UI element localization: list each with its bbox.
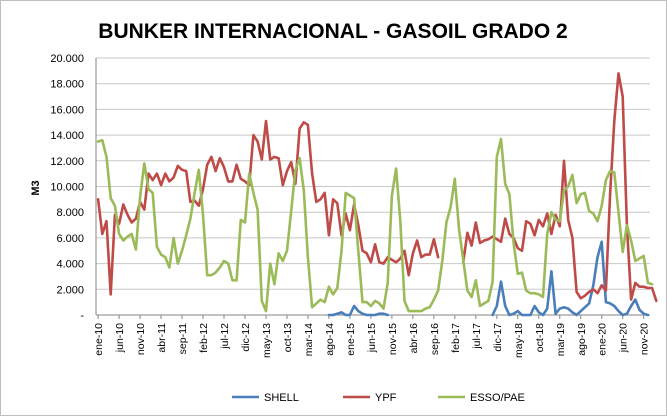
series-shell — [327, 240, 650, 317]
series-lines — [96, 72, 658, 317]
legend-label: SHELL — [264, 392, 299, 404]
x-tick-label: sep-11 — [177, 323, 189, 354]
x-tick-label: ago-14 — [324, 323, 336, 356]
series-line-segment — [327, 304, 390, 317]
x-tick-label: feb-17 — [450, 323, 462, 353]
x-tick-label: nov-20 — [639, 323, 651, 355]
y-tick-label: 12.000 — [50, 156, 84, 168]
x-tick-label: nov-10 — [135, 323, 147, 355]
y-tick-label: 10.000 — [50, 182, 84, 194]
legend: SHELL YPF ESSO/PAE — [232, 392, 525, 404]
x-tick-label: may-18 — [513, 323, 525, 358]
x-tick-label: jul-12 — [219, 323, 231, 350]
x-tick-label: ene-10 — [93, 323, 105, 356]
gridlines — [95, 57, 650, 316]
x-tick-label: dic-17 — [492, 323, 504, 352]
x-tick-label: sep-16 — [429, 323, 441, 355]
x-tick-label: ene-20 — [597, 323, 609, 356]
x-tick-label: oct-13 — [282, 323, 294, 352]
y-tick-label: 6.000 — [56, 233, 84, 245]
x-tick-label: jun-10 — [114, 323, 126, 353]
x-tick-label: mar-14 — [303, 323, 315, 356]
x-tick-label: dic-12 — [240, 323, 252, 352]
series-line-segment — [461, 72, 658, 303]
y-axis-ticks: - 2.000 4.000 6.000 8.000 10.000 12.000 14.000 1… — [50, 53, 84, 322]
y-tick-label: 16.000 — [50, 104, 84, 116]
x-tick-label: abr-16 — [408, 323, 420, 354]
x-tick-label: ago-19 — [576, 323, 588, 356]
x-tick-label: feb-12 — [198, 323, 210, 353]
series-line-segment — [96, 137, 654, 313]
y-tick-label: 14.000 — [50, 130, 84, 142]
series-esso-pae — [96, 137, 654, 313]
x-tick-label: oct-18 — [534, 323, 546, 352]
chart-title: BUNKER INTERNACIONAL - GASOIL GRADO 2 — [98, 20, 567, 43]
series-line-segment — [96, 119, 440, 296]
x-tick-label: mar-19 — [555, 323, 567, 356]
y-tick-label: 2.000 — [56, 284, 84, 296]
legend-label: YPF — [375, 392, 397, 404]
legend-label: ESSO/PAE — [470, 392, 525, 404]
y-tick-label: 8.000 — [56, 207, 84, 219]
x-tick-label: jun-15 — [366, 323, 378, 353]
y-tick-label: 18.000 — [50, 79, 84, 91]
x-tick-label: may-13 — [261, 323, 273, 358]
x-axis-ticks: ene-10 jun-10 nov-10 abr-11 sep-11 feb-12 jul-… — [93, 315, 651, 358]
series-line-segment — [491, 240, 650, 317]
y-axis-label: M3 — [30, 180, 42, 195]
x-tick-label: jul-17 — [471, 323, 483, 350]
x-tick-label: nov-15 — [387, 323, 399, 355]
x-tick-label: jun-20 — [618, 323, 630, 353]
series-ypf — [96, 72, 658, 303]
y-tick-label: - — [80, 310, 84, 322]
y-tick-label: 20.000 — [50, 53, 84, 65]
x-tick-label: ene-15 — [345, 323, 357, 356]
y-tick-label: 4.000 — [56, 259, 84, 271]
x-tick-label: abr-11 — [156, 323, 168, 353]
